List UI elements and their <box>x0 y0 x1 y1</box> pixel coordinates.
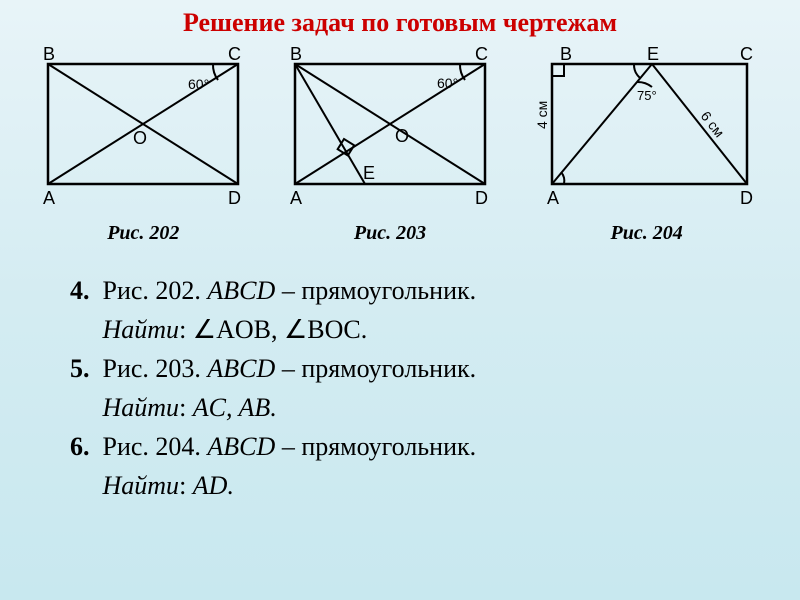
problem-5-line1: 5. Рис. 203. ABCD – прямоугольник. <box>70 351 730 386</box>
problem-6-shape: ABCD <box>207 432 275 461</box>
problem-6-findlabel: Найти <box>103 471 180 500</box>
problem-5-desc: – прямоугольник. <box>282 354 476 383</box>
fig204-angle: 75° <box>637 88 657 103</box>
fig203-A: A <box>290 188 302 208</box>
fig204-A: A <box>547 188 559 208</box>
problems-list: 4. Рис. 202. ABCD – прямоугольник. Найти… <box>0 245 800 504</box>
problem-4-line2: Найти: ∠AOB, ∠BOC. <box>70 312 730 347</box>
problem-4-ref: Рис. 202. <box>103 276 201 305</box>
fig202-O: O <box>133 128 147 148</box>
fig202-B: B <box>43 44 55 64</box>
problem-4-findlabel: Найти <box>103 315 180 344</box>
fig204-svg: 75° 4 см 6 см B E C A D <box>522 44 772 214</box>
problem-5-shape: ABCD <box>207 354 275 383</box>
problem-4-line1: 4. Рис. 202. ABCD – прямоугольник. <box>70 273 730 308</box>
problem-4-num: 4. <box>70 276 90 305</box>
problem-6-line1: 6. Рис. 204. ABCD – прямоугольник. <box>70 429 730 464</box>
figure-204: 75° 4 см 6 см B E C A D Рис. 204 <box>522 44 772 245</box>
fig204-ec: 6 см <box>697 108 727 140</box>
problem-6-num: 6. <box>70 432 90 461</box>
figures-row: 60° B C A D O Рис. 202 60° B C A <box>0 44 800 245</box>
fig204-D: D <box>740 188 753 208</box>
fig202-C: C <box>228 44 241 64</box>
page-title: Решение задач по готовым чертежам <box>0 0 800 44</box>
fig203-B: B <box>290 44 302 64</box>
problem-6-ref: Рис. 204. <box>103 432 201 461</box>
fig203-label: Рис. 203 <box>354 222 426 245</box>
fig204-C: C <box>740 44 753 64</box>
fig204-B: B <box>560 44 572 64</box>
problem-4-shape: ABCD <box>207 276 275 305</box>
fig202-svg: 60° B C A D O <box>28 44 258 214</box>
fig202-A: A <box>43 188 55 208</box>
problem-4-find: ∠AOB, ∠BOC. <box>193 315 367 344</box>
fig203-E: E <box>363 163 375 183</box>
fig203-svg: 60° B C A D O E <box>275 44 505 214</box>
problem-5-ref: Рис. 203. <box>103 354 201 383</box>
fig204-E: E <box>647 44 659 64</box>
figure-202: 60° B C A D O Рис. 202 <box>28 44 258 245</box>
fig203-C: C <box>475 44 488 64</box>
problem-4-desc: – прямоугольник. <box>282 276 476 305</box>
problem-6-find: AD. <box>193 471 234 500</box>
fig204-leftside: 4 см <box>534 101 550 129</box>
fig203-angle: 60° <box>437 75 458 91</box>
problem-5-line2: Найти: AC, AB. <box>70 390 730 425</box>
fig202-label: Рис. 202 <box>107 222 179 245</box>
fig203-D: D <box>475 188 488 208</box>
fig202-angle: 60° <box>188 76 209 92</box>
problem-5-num: 5. <box>70 354 90 383</box>
problem-6-desc: – прямоугольник. <box>282 432 476 461</box>
fig204-label: Рис. 204 <box>611 222 683 245</box>
figure-203: 60° B C A D O E Рис. 203 <box>275 44 505 245</box>
problem-6-line2: Найти: AD. <box>70 468 730 503</box>
problem-5-findlabel: Найти <box>103 393 180 422</box>
fig202-D: D <box>228 188 241 208</box>
problem-5-find: AC, AB. <box>193 393 277 422</box>
fig203-O: O <box>395 126 409 146</box>
